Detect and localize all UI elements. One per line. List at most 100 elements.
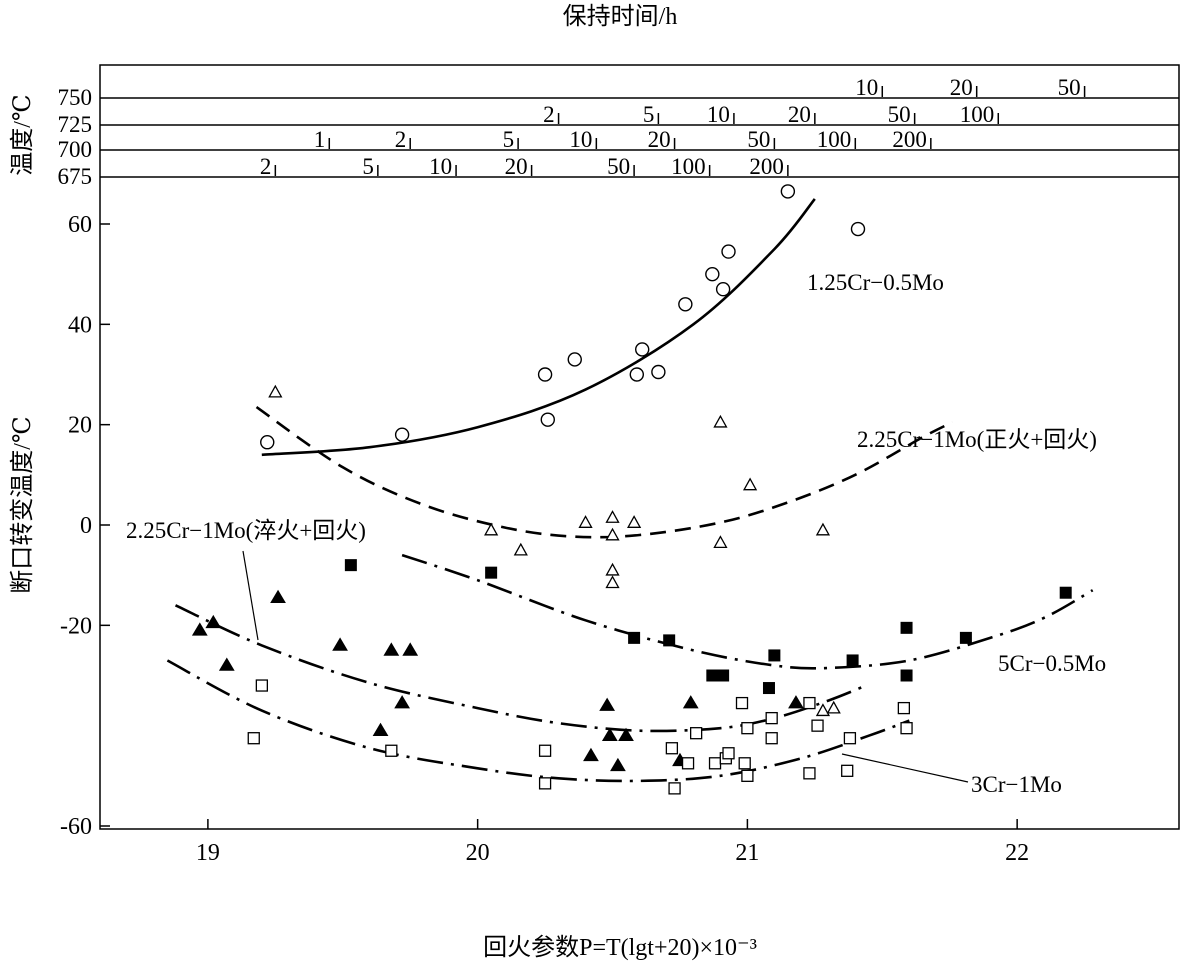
x-tick-label: 20 [466, 840, 490, 866]
data-point-series-0 [678, 297, 693, 312]
data-point-series-0 [394, 427, 410, 442]
nomogram-temp-label: 725 [58, 112, 93, 137]
nomogram-tick-label: 10 [429, 154, 452, 179]
data-point-series-1 [742, 477, 758, 491]
data-point-series-0 [715, 282, 731, 297]
data-point-series-4 [255, 679, 269, 692]
data-point-series-4 [665, 742, 679, 755]
nomogram-tick-label: 200 [892, 127, 927, 152]
data-point-series-3 [332, 637, 348, 651]
nomogram-tick-label: 50 [747, 127, 770, 152]
series-curve-2 [401, 553, 1094, 670]
data-point-series-1 [815, 703, 831, 717]
nomogram-tick-label: 2 [543, 102, 555, 127]
chart-top-title: 保持时间/h [563, 3, 678, 30]
y-tick-label: -20 [60, 613, 92, 639]
series-curve-3 [174, 604, 867, 733]
data-point-series-2 [706, 669, 719, 682]
data-point-series-0 [721, 244, 736, 259]
data-point-series-3 [383, 642, 400, 656]
data-point-series-3 [788, 695, 804, 709]
nomogram-tick-label: 10 [569, 127, 592, 152]
data-point-series-3 [270, 589, 286, 604]
data-point-series-4 [689, 727, 703, 740]
data-point-series-2 [628, 631, 641, 644]
data-point-series-3 [218, 657, 235, 671]
nomogram-tick-label: 1 [314, 127, 326, 152]
data-point-series-3 [610, 757, 626, 772]
data-point-series-4 [668, 782, 681, 795]
nomogram-tick-label: 50 [888, 102, 911, 127]
data-point-series-0 [634, 342, 650, 357]
nomogram-tick-label: 20 [788, 102, 811, 127]
data-point-series-0 [705, 266, 720, 282]
points-layer [191, 184, 1072, 795]
data-point-series-1 [627, 515, 642, 528]
data-point-series-2 [1059, 586, 1072, 599]
nomogram-tick-label: 20 [505, 154, 528, 179]
nomogram-tick-label: 100 [817, 127, 852, 152]
x-axis-label: 回火参数P=T(lgt+20)×10⁻³ [483, 934, 757, 961]
data-point-series-0 [567, 352, 582, 367]
curves-layer [166, 198, 1094, 783]
leader-line-quenched [242, 550, 259, 641]
data-point-series-4 [708, 757, 722, 770]
data-point-series-2 [768, 649, 781, 662]
plot-frame [99, 64, 1180, 830]
data-point-series-4 [811, 719, 824, 732]
data-point-series-0 [651, 364, 666, 380]
x-tick-label: 21 [735, 840, 759, 866]
label-2-25cr-1mo-quenched: 2.25Cr−1Mo(淬火+回火) [126, 518, 366, 543]
data-point-series-1 [605, 562, 620, 576]
data-point-series-4 [735, 696, 749, 710]
label-1-25cr-0-5mo: 1.25Cr−0.5Mo [807, 270, 944, 295]
data-point-series-4 [738, 757, 751, 770]
data-point-series-4 [843, 732, 857, 745]
series-curve-4 [166, 659, 910, 783]
data-point-series-1 [605, 527, 620, 541]
nomogram-tick-label: 5 [362, 154, 374, 179]
nomogram-tick-label: 2 [395, 127, 407, 152]
data-point-series-4 [765, 732, 778, 745]
y-tick-label: -60 [60, 814, 92, 840]
data-point-series-1 [826, 700, 841, 714]
nomogram-tick-label: 200 [749, 154, 784, 179]
nomogram-tick-label: 50 [1058, 75, 1081, 100]
data-point-series-2 [762, 682, 775, 695]
data-point-series-4 [722, 747, 735, 760]
data-point-series-1 [713, 414, 728, 428]
data-point-series-4 [897, 701, 911, 715]
data-point-series-4 [538, 744, 552, 757]
nomogram-tick-label: 100 [960, 102, 995, 127]
data-point-series-3 [599, 697, 616, 711]
nomogram-tick-label: 20 [950, 75, 973, 100]
data-point-series-4 [385, 744, 398, 757]
data-point-series-2 [485, 566, 498, 579]
nomogram-tick-label: 5 [643, 102, 655, 127]
data-point-series-3 [402, 642, 419, 656]
data-point-series-1 [605, 575, 620, 589]
data-point-series-4 [247, 732, 260, 745]
data-point-series-3 [372, 722, 389, 736]
data-point-series-2 [344, 559, 357, 572]
data-point-series-0 [537, 367, 553, 382]
nomogram-axis-label: 温度/℃ [9, 94, 36, 176]
data-point-series-3 [682, 695, 699, 709]
nomogram-tick-label: 20 [648, 127, 671, 152]
data-point-series-4 [681, 757, 695, 770]
data-point-series-1 [815, 522, 831, 536]
nomogram-tick-label: 2 [260, 154, 272, 179]
nomogram-temp-label: 675 [58, 164, 93, 189]
data-point-series-1 [713, 535, 728, 549]
data-point-series-4 [803, 696, 816, 710]
nomogram-tick-label: 100 [671, 154, 706, 179]
series-curve-1 [255, 406, 953, 539]
y-tick-label: 60 [68, 212, 92, 238]
nomogram-tick-label: 50 [607, 154, 630, 179]
data-point-series-3 [601, 727, 618, 741]
nomogram-temp-label: 700 [58, 137, 93, 162]
data-point-series-3 [618, 727, 634, 741]
x-tick-label: 22 [1005, 840, 1029, 866]
data-point-series-4 [900, 722, 913, 735]
